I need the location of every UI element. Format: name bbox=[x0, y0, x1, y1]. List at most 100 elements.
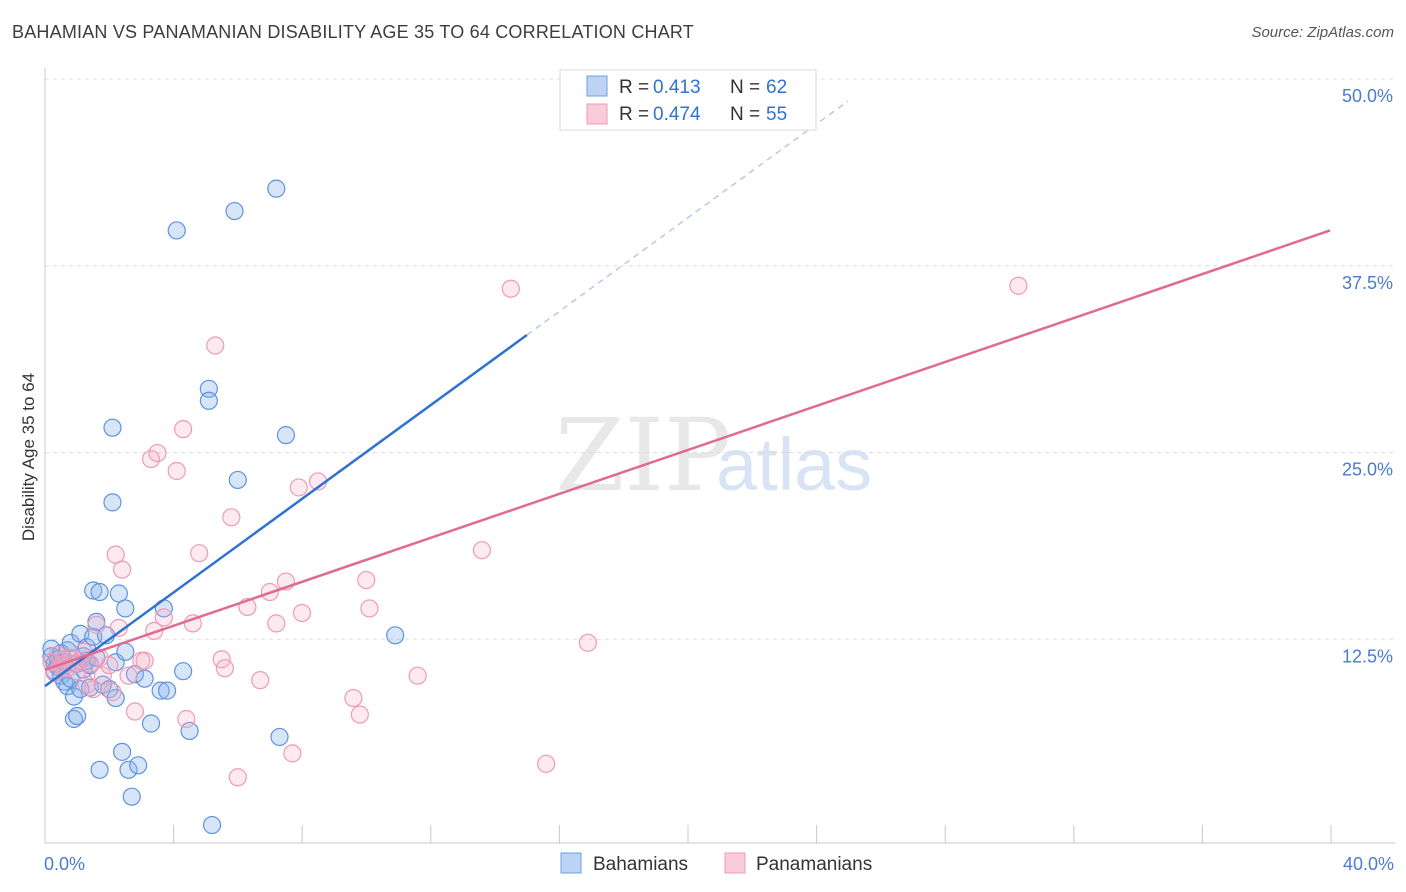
stats-legend-n-value-panamanians: 55 bbox=[766, 104, 787, 125]
y-tick-label: 12.5% bbox=[1342, 646, 1393, 666]
y-tick-label: 37.5% bbox=[1342, 273, 1393, 293]
point-panamanians bbox=[408, 666, 427, 685]
stats-legend-n-label-bahamians: N = bbox=[730, 77, 760, 98]
point-panamanians bbox=[112, 560, 132, 579]
point-bahamians bbox=[116, 599, 135, 618]
point-bahamians bbox=[64, 687, 84, 706]
point-panamanians bbox=[135, 651, 154, 670]
point-panamanians bbox=[267, 614, 286, 633]
stats-legend: R = 0.413 N = 62 R = 0.474 N = 55 bbox=[559, 69, 817, 131]
point-panamanians bbox=[119, 666, 138, 685]
point-panamanians bbox=[537, 754, 556, 773]
point-bahamians bbox=[135, 669, 154, 688]
point-bahamians bbox=[151, 681, 170, 700]
legend-label-panamanians: Panamanians bbox=[756, 854, 872, 875]
x-tick-label-min: 0.0% bbox=[44, 854, 85, 874]
point-panamanians bbox=[360, 599, 379, 618]
point-bahamians bbox=[90, 760, 109, 779]
point-panamanians bbox=[177, 709, 196, 729]
point-panamanians bbox=[87, 615, 106, 634]
point-bahamians bbox=[157, 681, 177, 700]
watermark-atlas: atlas bbox=[716, 423, 872, 506]
point-panamanians bbox=[215, 659, 234, 678]
point-bahamians bbox=[199, 391, 218, 410]
point-panamanians bbox=[228, 768, 247, 787]
point-panamanians bbox=[154, 608, 173, 627]
point-bahamians bbox=[276, 426, 296, 445]
trend-lines bbox=[44, 100, 1331, 688]
point-bahamians bbox=[103, 493, 122, 512]
y-tick-label: 25.0% bbox=[1342, 460, 1393, 480]
point-panamanians bbox=[501, 279, 520, 298]
stats-legend-r-value-bahamians: 0.413 bbox=[653, 77, 701, 98]
point-bahamians bbox=[141, 714, 161, 733]
point-panamanians bbox=[357, 570, 376, 590]
stats-legend-r-label-panamanians: R = bbox=[619, 104, 649, 125]
y-axis-label: Disability Age 35 to 64 bbox=[19, 373, 38, 541]
point-panamanians bbox=[84, 680, 103, 699]
trend-line-bahamians bbox=[44, 334, 528, 688]
point-bahamians bbox=[202, 815, 222, 835]
point-panamanians bbox=[93, 666, 112, 685]
point-panamanians bbox=[206, 336, 225, 355]
point-bahamians bbox=[167, 221, 186, 240]
point-panamanians bbox=[472, 541, 491, 560]
chart-title: BAHAMIAN VS PANAMANIAN DISABILITY AGE 35… bbox=[12, 22, 694, 42]
point-bahamians bbox=[119, 760, 138, 779]
point-bahamians bbox=[129, 756, 148, 775]
point-panamanians bbox=[251, 671, 270, 690]
point-bahamians bbox=[270, 727, 289, 747]
point-bahamians bbox=[84, 581, 103, 600]
point-panamanians bbox=[100, 656, 119, 675]
watermark-zip: ZIP bbox=[555, 397, 731, 514]
y-tick-label: 50.0% bbox=[1342, 86, 1393, 106]
point-panamanians bbox=[190, 544, 209, 563]
point-bahamians bbox=[116, 642, 135, 661]
point-panamanians bbox=[344, 688, 363, 708]
point-bahamians bbox=[64, 709, 84, 729]
point-panamanians bbox=[103, 683, 122, 702]
stats-legend-r-value-panamanians: 0.474 bbox=[653, 104, 701, 125]
point-bahamians bbox=[386, 626, 405, 645]
source-credit: Source: ZipAtlas.com bbox=[1251, 24, 1394, 41]
point-bahamians bbox=[174, 662, 193, 681]
series-panamanians-points bbox=[42, 85, 1028, 787]
point-panamanians bbox=[289, 478, 308, 497]
point-panamanians bbox=[350, 705, 369, 724]
y-tick-labels: 12.5% 25.0% 37.5% 50.0% bbox=[1342, 86, 1393, 666]
gridlines bbox=[45, 78, 1395, 640]
point-bahamians bbox=[90, 582, 109, 602]
point-panamanians bbox=[125, 702, 145, 721]
point-bahamians bbox=[267, 179, 286, 198]
trend-line-bahamians-extension bbox=[526, 100, 849, 336]
point-panamanians bbox=[167, 461, 186, 481]
series-bahamians-points bbox=[42, 179, 405, 835]
point-bahamians bbox=[225, 201, 244, 221]
stats-legend-n-value-bahamians: 62 bbox=[766, 77, 787, 98]
stats-legend-swatch-bahamians bbox=[586, 75, 608, 97]
point-panamanians bbox=[283, 744, 302, 763]
legend-swatch-bahamians bbox=[560, 852, 582, 874]
point-panamanians bbox=[222, 508, 241, 527]
point-bahamians bbox=[228, 470, 247, 490]
point-panamanians bbox=[174, 420, 193, 439]
series-legend: Bahamians Panamanians bbox=[560, 852, 872, 875]
point-panamanians bbox=[578, 633, 598, 652]
stats-legend-n-label-panamanians: N = bbox=[730, 104, 760, 125]
legend-label-bahamians: Bahamians bbox=[593, 854, 688, 875]
point-panamanians bbox=[1009, 276, 1028, 295]
point-bahamians bbox=[180, 721, 199, 741]
legend-swatch-panamanians bbox=[724, 852, 746, 874]
point-panamanians bbox=[109, 618, 128, 637]
stats-legend-r-label-bahamians: R = bbox=[619, 77, 649, 98]
point-panamanians bbox=[292, 603, 312, 623]
trend-line-panamanians bbox=[44, 229, 1331, 671]
point-bahamians bbox=[112, 742, 132, 761]
point-panamanians bbox=[148, 443, 167, 463]
point-bahamians bbox=[103, 418, 122, 437]
x-tick-label-max: 40.0% bbox=[1343, 854, 1394, 874]
point-bahamians bbox=[68, 706, 87, 726]
stats-legend-swatch-panamanians bbox=[586, 103, 608, 125]
point-bahamians bbox=[122, 787, 141, 806]
